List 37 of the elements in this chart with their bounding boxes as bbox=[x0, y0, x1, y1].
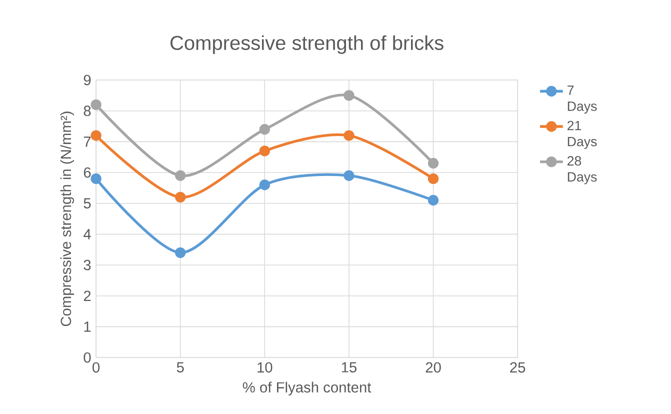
point bbox=[90, 174, 102, 184]
point bbox=[259, 124, 270, 135]
legend-label: 28 Days bbox=[568, 156, 597, 184]
y-tick-label: 4 bbox=[84, 229, 91, 240]
point bbox=[259, 180, 270, 190]
x-tick-label: 10 bbox=[258, 362, 272, 373]
y-tick-label: 7 bbox=[84, 136, 91, 147]
y-axis-title: Compressive strength in (N/mm²) bbox=[60, 112, 74, 326]
point bbox=[344, 130, 354, 142]
legend-label: 21 Days bbox=[568, 121, 597, 150]
point bbox=[90, 100, 102, 110]
point bbox=[344, 90, 354, 102]
y-tick-label: 2 bbox=[84, 290, 91, 302]
point bbox=[175, 248, 186, 258]
x-tick-label: 20 bbox=[426, 362, 441, 373]
chart-title: Compressive strength of bricks bbox=[170, 36, 444, 54]
y-tick-label: 9 bbox=[84, 75, 91, 86]
point bbox=[90, 130, 102, 142]
x-tick-label: 5 bbox=[176, 362, 184, 373]
y-tick-label: 0 bbox=[84, 352, 91, 363]
x-tick-label: 0 bbox=[92, 362, 100, 373]
point bbox=[175, 170, 186, 182]
x-axis-title: % of Flyash content bbox=[242, 382, 372, 396]
point bbox=[428, 158, 439, 169]
legend-label: 7 Days bbox=[568, 86, 597, 114]
y-tick-label: 8 bbox=[84, 106, 91, 116]
point bbox=[428, 195, 439, 206]
y-tick-label: 5 bbox=[84, 198, 91, 209]
y-tick-label: 1 bbox=[84, 322, 91, 332]
point bbox=[344, 170, 354, 182]
y-tick-label: 6 bbox=[84, 168, 91, 178]
point bbox=[428, 174, 439, 184]
point bbox=[259, 146, 270, 157]
point bbox=[175, 192, 186, 203]
x-tick-label: 25 bbox=[510, 362, 526, 373]
x-tick-label: 15 bbox=[342, 362, 357, 373]
y-tick-label: 3 bbox=[84, 260, 91, 270]
